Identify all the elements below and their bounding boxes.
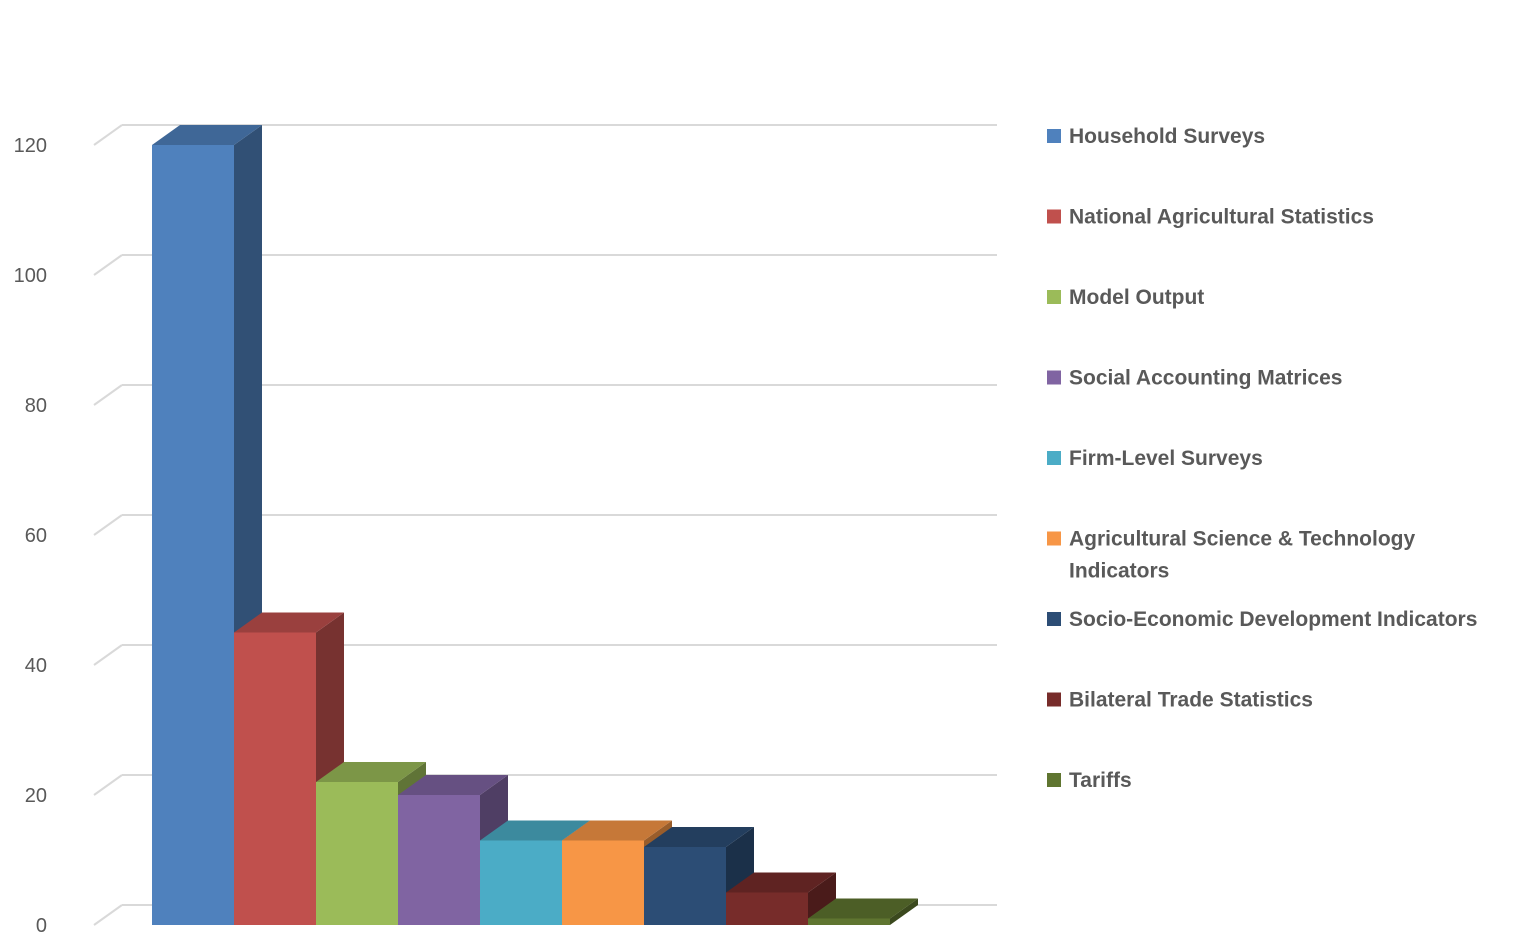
bar-front	[316, 782, 398, 925]
bar-top	[562, 820, 672, 841]
bar-side	[890, 898, 918, 925]
legend-label: Social Accounting Matrices	[1069, 367, 1342, 390]
bars	[152, 125, 918, 925]
legend-label: Bilateral Trade Statistics	[1069, 689, 1313, 712]
legend-swatch	[1047, 773, 1061, 787]
legend-item: Household Surveys	[1047, 125, 1265, 148]
legend-label: Socio-Economic Development Indicators	[1069, 608, 1477, 631]
bar-front	[726, 892, 808, 925]
gridline-depth	[93, 644, 123, 666]
gridline-depth	[93, 774, 123, 796]
legend-label: National Agricultural Statistics	[1069, 206, 1374, 229]
legend-item: Agricultural Science & Technology Indicat…	[1047, 528, 1416, 583]
bar-top	[234, 612, 344, 633]
legend-label: Household Surveys	[1069, 125, 1265, 148]
bar-front	[480, 840, 562, 925]
legend-label: Tariffs	[1069, 769, 1132, 792]
bar-front	[562, 840, 644, 925]
y-tick-label: 20	[25, 785, 47, 807]
legend-swatch	[1047, 370, 1061, 385]
bar	[808, 898, 918, 925]
y-tick-label: 120	[14, 135, 47, 157]
bar-top	[726, 872, 836, 893]
legend-item: Model Output	[1047, 286, 1204, 309]
legend-item: Tariffs	[1047, 769, 1132, 792]
legend-swatch	[1047, 290, 1061, 304]
bar-top	[480, 820, 590, 841]
bar-top	[808, 898, 918, 919]
bar-side	[808, 872, 836, 925]
legend-item: Social Accounting Matrices	[1047, 367, 1342, 390]
legend-swatch	[1047, 612, 1061, 626]
legend-label: Agricultural Science & Technology	[1069, 528, 1416, 551]
legend-swatch	[1047, 451, 1061, 465]
y-tick-label: 80	[25, 395, 47, 417]
gridline-depth	[93, 124, 123, 146]
y-axis-ticks: 0 20 40 60 80 100 120	[14, 135, 47, 937]
y-tick-label: 100	[14, 265, 47, 287]
y-tick-label: 40	[25, 655, 47, 677]
legend-swatch	[1047, 692, 1061, 707]
gridline-depth	[93, 514, 123, 536]
legend: Household Surveys National Agricultural S…	[1047, 125, 1477, 792]
legend-swatch	[1047, 531, 1061, 546]
legend-item: Socio-Economic Development Indicators	[1047, 608, 1477, 631]
y-tick-label: 0	[36, 915, 47, 937]
legend-item: National Agricultural Statistics	[1047, 206, 1374, 229]
gridline-depth	[93, 384, 123, 406]
bar-top	[398, 775, 508, 795]
legend-label: Firm-Level Surveys	[1069, 447, 1263, 470]
legend-item: Firm-Level Surveys	[1047, 447, 1263, 470]
bar	[398, 775, 508, 925]
bar-front	[234, 632, 316, 925]
bar-front	[152, 145, 234, 925]
bar-front	[808, 918, 890, 925]
legend-label: Model Output	[1069, 286, 1204, 309]
legend-swatch	[1047, 209, 1061, 224]
bar	[726, 872, 836, 925]
legend-label: Indicators	[1069, 560, 1169, 583]
bar-front	[398, 795, 480, 925]
gridline-depth	[93, 254, 123, 276]
bar-front	[644, 847, 726, 925]
bar-top	[152, 125, 262, 145]
gridline-depth	[93, 904, 123, 926]
legend-swatch	[1047, 129, 1061, 143]
legend-item: Bilateral Trade Statistics	[1047, 689, 1313, 712]
bar-top	[316, 762, 426, 782]
y-tick-label: 60	[25, 525, 47, 547]
bar-top	[644, 827, 754, 847]
